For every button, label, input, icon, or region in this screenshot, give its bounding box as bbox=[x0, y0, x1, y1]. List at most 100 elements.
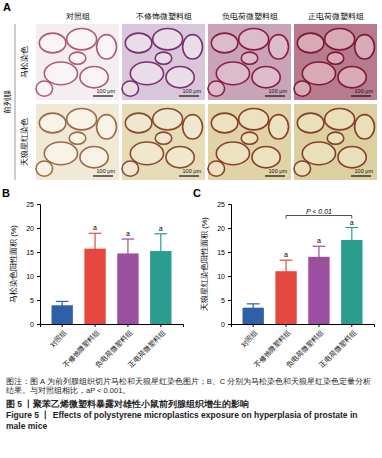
error-bar bbox=[154, 234, 167, 269]
tick-mark bbox=[127, 324, 128, 327]
x-tick-label: 对照组 bbox=[48, 329, 69, 350]
error-cap bbox=[345, 252, 358, 253]
error-bar bbox=[313, 246, 326, 267]
tissue-label: 前列腺 bbox=[3, 90, 12, 114]
error-cap bbox=[280, 260, 293, 261]
gland bbox=[294, 161, 311, 176]
gland bbox=[208, 161, 225, 176]
micrograph: 100 μm bbox=[36, 104, 119, 180]
x-tick-label: 对照组 bbox=[239, 329, 260, 350]
tick-mark bbox=[318, 324, 319, 327]
tick-mark bbox=[95, 324, 96, 327]
column-header: 不修饰微塑料组 bbox=[136, 12, 192, 21]
chart: C0510152025天狼星红染色阳性面积 (%)对照组不修饰微塑料组负电荷微塑… bbox=[193, 187, 375, 369]
significance-letter: a bbox=[93, 224, 97, 231]
y-tick: 0 bbox=[30, 321, 40, 328]
column-header: 正电荷微塑料组 bbox=[308, 12, 364, 21]
y-axis-title: 天狼星红染色阳性面积 (%) bbox=[200, 217, 209, 311]
error-bar bbox=[89, 233, 102, 264]
image-background bbox=[294, 24, 377, 100]
bar bbox=[341, 240, 362, 324]
y-tick-label: 25 bbox=[26, 201, 34, 208]
gland bbox=[211, 33, 238, 53]
scale-bar-label: 100 μm bbox=[97, 88, 116, 94]
y-tick-label: 0 bbox=[30, 321, 34, 328]
gland bbox=[355, 115, 375, 139]
y-tick: 10 bbox=[26, 273, 40, 280]
gland bbox=[338, 147, 366, 168]
gland bbox=[155, 52, 172, 64]
error-cap bbox=[154, 233, 167, 234]
gland bbox=[302, 62, 335, 85]
tick-mark bbox=[253, 324, 254, 327]
gland bbox=[125, 33, 152, 53]
y-axis: 0 5 10 15 20 25 bbox=[26, 201, 40, 328]
gland bbox=[297, 33, 324, 53]
y-tick: 20 bbox=[26, 225, 40, 232]
gland bbox=[97, 115, 117, 139]
gland bbox=[183, 35, 203, 59]
image-background bbox=[36, 24, 119, 100]
tick-mark bbox=[286, 324, 287, 327]
x-tick-label: 正电荷微塑料组 bbox=[127, 329, 167, 369]
gland bbox=[153, 29, 183, 50]
gland bbox=[338, 67, 366, 88]
error-stem bbox=[318, 246, 319, 267]
scale-bar bbox=[179, 95, 199, 96]
error-cap bbox=[313, 267, 326, 268]
micrograph: 100 μm bbox=[36, 24, 119, 100]
gland bbox=[155, 132, 172, 144]
axis-line bbox=[41, 325, 184, 328]
error-cap bbox=[247, 311, 260, 312]
scale-bar bbox=[265, 175, 285, 176]
row-label: 天狼星红染色 bbox=[20, 118, 29, 166]
y-tick: 25 bbox=[217, 201, 231, 208]
tick-mark bbox=[228, 276, 231, 277]
significance-letter: a bbox=[350, 219, 354, 226]
y-tick: 15 bbox=[217, 249, 231, 256]
comparison-bracket bbox=[286, 216, 352, 219]
tick-mark bbox=[37, 324, 40, 325]
tick-mark bbox=[351, 324, 352, 327]
error-stem bbox=[62, 301, 63, 309]
scale-bar-label: 100 μm bbox=[183, 168, 202, 174]
gland bbox=[239, 109, 269, 130]
y-tick-label: 15 bbox=[26, 249, 34, 256]
y-axis: 0510152025 bbox=[217, 201, 231, 328]
y-tick-label: 5 bbox=[30, 297, 34, 304]
error-cap bbox=[122, 267, 135, 268]
y-tick-label: 0 bbox=[221, 321, 225, 328]
scale-bar bbox=[265, 95, 285, 96]
tick-mark bbox=[228, 324, 231, 325]
micrograph: 100 μm bbox=[122, 104, 205, 180]
error-bar bbox=[345, 228, 358, 253]
column-header: 负电荷微塑料组 bbox=[222, 12, 278, 21]
x-axis: 对照组不修饰微塑料组负电荷微塑料组正电荷微塑料组 bbox=[41, 324, 184, 369]
gland bbox=[216, 62, 249, 85]
figure: A对照组不修饰微塑料组负电荷微塑料组正电荷微塑料组前列腺马松染色100 μm10… bbox=[0, 0, 382, 376]
x-axis: 对照组不修饰微塑料组负电荷微塑料组正电荷微塑料组 bbox=[232, 324, 375, 369]
error-cap bbox=[313, 246, 326, 247]
error-cap bbox=[280, 282, 293, 283]
gland bbox=[252, 67, 280, 88]
caption: 图注：图 A 为前列腺组织切片马松和天狼星红染色图片；B、C 分别为马松染色和天… bbox=[6, 377, 376, 432]
error-cap bbox=[89, 233, 102, 234]
gland bbox=[69, 52, 86, 64]
significance-letter: a bbox=[284, 251, 288, 258]
gland bbox=[327, 52, 344, 64]
y-tick: 5 bbox=[30, 297, 40, 304]
gland bbox=[97, 35, 117, 59]
error-cap bbox=[56, 301, 69, 302]
gland bbox=[216, 142, 249, 165]
gland bbox=[325, 29, 355, 50]
gland bbox=[269, 35, 289, 59]
gland bbox=[36, 161, 53, 176]
gland bbox=[166, 147, 194, 168]
gland bbox=[44, 142, 77, 165]
error-cap bbox=[345, 227, 358, 228]
image-background bbox=[122, 104, 205, 180]
error-stem bbox=[253, 304, 254, 312]
tick-mark bbox=[228, 252, 231, 253]
panel-a: A对照组不修饰微塑料组负电荷微塑料组正电荷微塑料组前列腺马松染色100 μm10… bbox=[3, 1, 377, 180]
micrograph: 100 μm bbox=[208, 24, 291, 100]
